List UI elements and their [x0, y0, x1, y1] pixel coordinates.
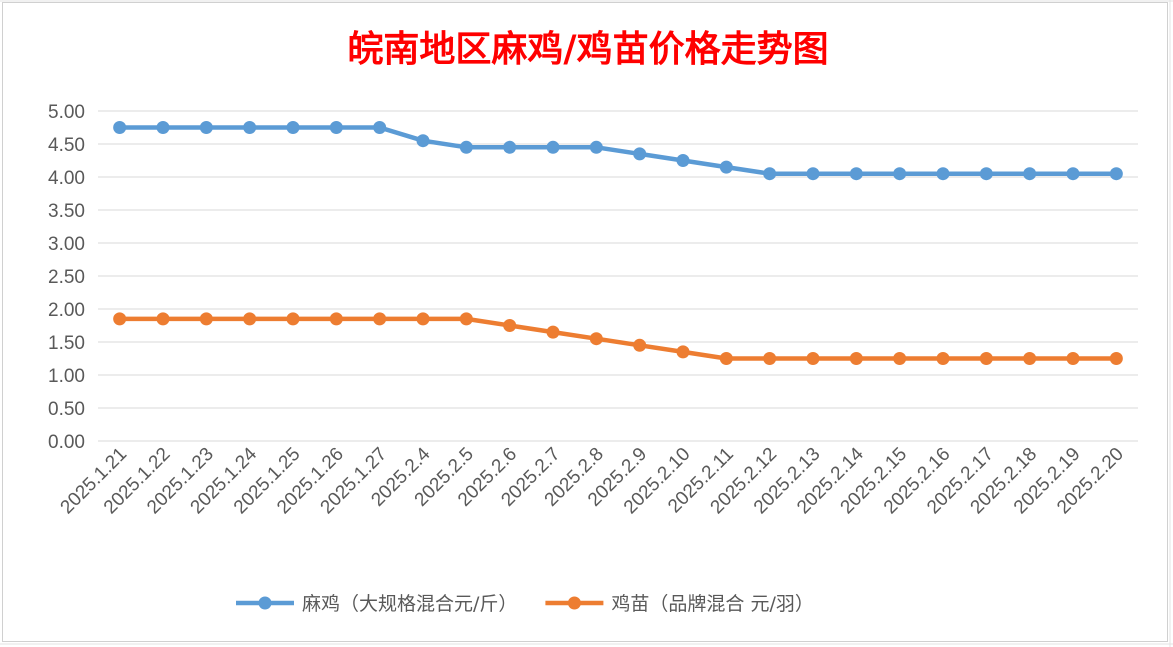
data-point	[763, 167, 777, 181]
data-point	[373, 121, 387, 134]
data-point	[459, 312, 473, 326]
data-point	[806, 352, 820, 365]
data-point	[1066, 352, 1080, 365]
data-point	[1023, 352, 1037, 365]
data-point	[936, 167, 950, 181]
series-line-2	[119, 316, 1117, 361]
data-point	[329, 121, 343, 134]
data-point	[719, 160, 733, 174]
y-tick-label: 4.00	[48, 168, 85, 189]
legend-label: 麻鸡（大规格混合元/斤）	[302, 593, 517, 615]
data-point	[503, 140, 517, 154]
gridlines	[98, 110, 1138, 442]
data-point	[1109, 352, 1123, 365]
data-point	[676, 154, 690, 167]
legend-marker	[567, 596, 581, 610]
data-point	[893, 352, 907, 365]
y-axis-ticks: 0.00 0.50 1.00 1.50 2.00 2.50 3.00 3.50 4.00 4.50…	[48, 102, 85, 453]
data-point	[849, 167, 863, 181]
data-point	[936, 352, 950, 365]
data-point	[979, 352, 993, 365]
legend-label: 鸡苗（品牌混合 元/羽）	[611, 593, 813, 615]
data-point	[633, 338, 647, 352]
y-tick-label: 1.00	[48, 366, 85, 387]
y-tick-label: 2.00	[48, 300, 85, 321]
data-point	[373, 312, 387, 326]
data-point	[589, 140, 603, 154]
data-point	[243, 121, 257, 134]
y-tick-label: 0.00	[48, 432, 85, 453]
data-point	[1066, 167, 1080, 181]
data-point	[893, 167, 907, 181]
y-tick-label: 4.50	[48, 135, 85, 156]
series-line-1	[119, 125, 1117, 176]
y-tick-label: 2.50	[48, 267, 85, 288]
data-point	[459, 140, 473, 154]
data-point	[156, 312, 170, 326]
data-point	[589, 332, 603, 346]
chart-title: 皖南地区麻鸡/鸡苗价格走势图	[347, 28, 828, 70]
line-chart: 皖南地区麻鸡/鸡苗价格走势图 0.00 0.50 1.00 1.50 2.00 2.50 3…	[48, 28, 1138, 615]
data-point	[199, 312, 213, 326]
data-point	[503, 319, 517, 332]
data-point	[1023, 167, 1037, 181]
y-tick-label: 3.50	[48, 201, 85, 222]
legend: 麻鸡（大规格混合元/斤） 鸡苗（品牌混合 元/羽）	[236, 593, 814, 615]
data-point	[416, 134, 430, 148]
data-point	[676, 345, 690, 359]
data-point	[156, 121, 170, 134]
y-tick-label: 0.50	[48, 399, 85, 420]
data-point	[113, 312, 127, 326]
y-tick-label: 3.00	[48, 234, 85, 255]
legend-marker	[258, 596, 272, 610]
data-point	[806, 167, 820, 181]
data-point	[243, 312, 257, 326]
data-point	[979, 167, 993, 181]
data-point	[633, 147, 647, 161]
x-axis-ticks: 2025.1.212025.1.222025.1.232025.1.242025…	[57, 443, 1128, 518]
data-point	[849, 352, 863, 365]
data-point	[416, 312, 430, 326]
series-lines	[113, 121, 1123, 365]
data-point	[199, 121, 213, 134]
data-point	[113, 121, 127, 134]
data-point	[1109, 167, 1123, 181]
data-point	[546, 140, 560, 154]
data-point	[286, 121, 300, 134]
data-point	[546, 325, 560, 339]
data-point	[719, 352, 733, 365]
data-point	[286, 312, 300, 326]
data-point	[329, 312, 343, 326]
data-point	[763, 352, 777, 365]
y-tick-label: 5.00	[48, 102, 85, 123]
y-tick-label: 1.50	[48, 333, 85, 354]
